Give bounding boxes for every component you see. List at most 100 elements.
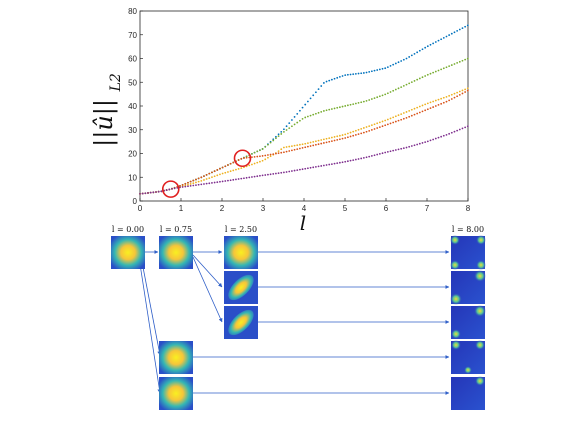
data-point: [272, 139, 275, 142]
data-point: [245, 156, 248, 159]
data-point: [445, 133, 448, 136]
data-point: [195, 178, 197, 181]
data-point: [456, 95, 459, 98]
data-point: [424, 75, 427, 77]
data-point: [293, 123, 296, 126]
data-point: [450, 32, 453, 35]
data-point: [269, 155, 272, 158]
data-point: [312, 113, 315, 116]
data-point: [368, 99, 371, 101]
data-point: [168, 188, 171, 191]
data-point: [235, 168, 237, 171]
data-point: [299, 147, 301, 150]
data-point: [421, 142, 424, 144]
data-point: [227, 171, 229, 173]
data-point: [293, 116, 296, 118]
data-point: [386, 123, 389, 126]
data-point: [155, 191, 157, 193]
data-point: [288, 127, 291, 130]
data-point: [354, 102, 357, 105]
data-point: [381, 125, 384, 128]
data-point: [283, 151, 285, 154]
data-point: [253, 155, 256, 158]
data-point: [314, 165, 317, 168]
data-point: [253, 151, 256, 154]
data-point: [434, 99, 437, 102]
data-point: [240, 157, 243, 160]
data-point: [464, 91, 467, 93]
data-point: [440, 97, 443, 100]
data-point: [389, 65, 392, 67]
data-point: [277, 133, 280, 136]
data-point: [341, 105, 344, 108]
data-point: [448, 94, 451, 97]
data-point: [386, 66, 389, 69]
data-point: [269, 173, 272, 176]
data-point: [187, 181, 189, 184]
data-point: [461, 27, 464, 30]
data-point: [280, 151, 283, 154]
data-point: [160, 190, 163, 193]
data-point: [346, 160, 349, 163]
data-point: [394, 88, 397, 91]
data-point: [213, 181, 216, 184]
data-point: [296, 112, 299, 115]
data-point: [349, 135, 352, 138]
data-point: [429, 72, 432, 75]
data-point: [456, 30, 459, 32]
data-point: [330, 163, 333, 165]
data-point: [336, 135, 339, 138]
data-point: [256, 175, 259, 178]
data-point: [237, 167, 240, 170]
data-point: [219, 180, 221, 183]
data-point: [389, 117, 392, 120]
data-point: [203, 179, 205, 181]
data-point: [152, 191, 155, 194]
data-point: [221, 172, 224, 175]
data-point: [205, 178, 208, 180]
data-point: [442, 36, 445, 39]
data-point: [243, 177, 245, 180]
data-point: [426, 140, 429, 143]
data-point: [421, 104, 424, 107]
data-point: [277, 150, 280, 153]
data-point: [317, 111, 320, 114]
data-point: [400, 60, 403, 62]
data-point: [378, 152, 381, 155]
data-point: [394, 62, 397, 65]
data-point: [397, 87, 400, 90]
data-point: [360, 101, 363, 104]
data-point: [370, 129, 373, 131]
data-point: [397, 148, 400, 151]
data-point: [251, 152, 253, 155]
data-point: [392, 121, 395, 124]
data-point: [357, 158, 360, 160]
data-point: [189, 180, 192, 183]
data-point: [373, 69, 376, 72]
x-tick-label: 8: [466, 204, 471, 213]
thumb-label-l075: l = 0.75: [160, 225, 192, 234]
thumbnail-l800-d: [451, 340, 485, 374]
data-point: [450, 93, 453, 96]
data-point: [277, 152, 280, 155]
data-point: [456, 91, 459, 94]
y-tick-label: 80: [128, 7, 137, 16]
data-point: [352, 73, 355, 76]
data-point: [147, 192, 149, 194]
data-point: [275, 152, 277, 155]
data-point: [442, 67, 445, 70]
data-point: [296, 148, 299, 151]
data-point: [229, 162, 232, 165]
data-point: [400, 113, 403, 115]
thumbnail-l0: [111, 236, 145, 269]
data-point: [432, 138, 435, 141]
data-point: [352, 103, 355, 105]
data-point: [304, 146, 307, 149]
data-point: [349, 103, 352, 106]
data-point: [309, 145, 312, 147]
data-point: [261, 159, 264, 162]
data-point: [413, 144, 416, 147]
arrow: [139, 263, 162, 394]
branch-arrows: [139, 250, 450, 395]
data-point: [466, 57, 469, 60]
